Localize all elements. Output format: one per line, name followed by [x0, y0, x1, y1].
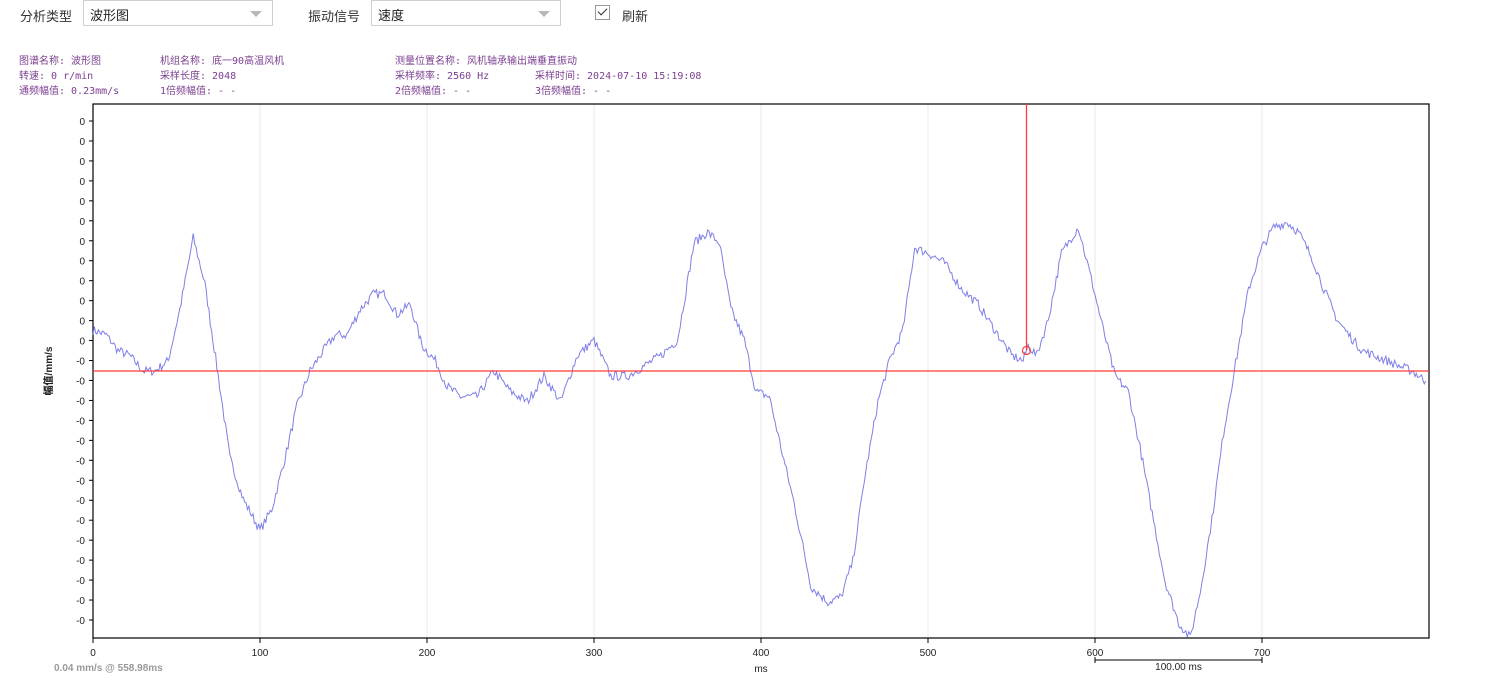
chevron-down-icon [250, 11, 262, 17]
info-1x: 1倍频幅值: - - [160, 86, 237, 97]
x-tick-label: 200 [419, 648, 436, 659]
info-point-name: 测量位置名称: 风机轴承输出端垂直振动 [395, 56, 578, 67]
y-tick-label: -0 [76, 396, 85, 407]
cursor-readout: 0.04 mm/s @ 558.98ms [54, 663, 163, 674]
series-layer [92, 222, 1427, 638]
x-tick-label: 400 [753, 648, 770, 659]
cursor-layer[interactable] [93, 104, 1429, 372]
refresh-label[interactable]: 刷新 [622, 9, 649, 24]
y-tick-label: 0 [79, 177, 85, 188]
info-overall: 通频幅值: 0.23mm/s [19, 86, 120, 97]
y-tick-label: -0 [76, 576, 85, 587]
x-tick-label: 300 [586, 648, 603, 659]
scale-bar [1094, 657, 1263, 663]
info-sample-time: 采样时间: 2024-07-10 15:19:08 [535, 71, 702, 82]
waveform-line [92, 222, 1427, 638]
y-tick-label: -0 [76, 536, 85, 547]
y-tick-label: 0 [79, 157, 85, 168]
y-tick-label: -0 [76, 596, 85, 607]
info-2x: 2倍频幅值: - - [395, 86, 472, 97]
y-tick-label: 0 [79, 257, 85, 268]
y-tick-label: 0 [79, 317, 85, 328]
y-tick-label: 0 [79, 117, 85, 128]
info-sample-length: 采样长度: 2048 [160, 71, 237, 82]
y-tick-label: 0 [79, 237, 85, 248]
y-tick-label: -0 [76, 416, 85, 427]
info-spectrum-name: 图谱名称: 波形图 [19, 56, 102, 67]
signal-select[interactable]: 速度 [371, 0, 561, 26]
refresh-checkbox[interactable] [595, 5, 610, 20]
y-tick-label: 0 [79, 277, 85, 288]
analysis-type-select[interactable]: 波形图 [83, 0, 273, 26]
y-axis-label: 幅值/mm/s [42, 346, 55, 395]
info-speed: 转速: 0 r/min [19, 71, 94, 82]
signal-value: 速度 [378, 8, 405, 23]
x-tick-label: 700 [1254, 648, 1271, 659]
x-tick-label: 500 [920, 648, 937, 659]
x-tick-label: 0 [90, 648, 96, 659]
y-tick-label: -0 [76, 357, 85, 368]
y-tick-label: -0 [76, 376, 85, 387]
info-sample-freq: 采样频率: 2560 Hz [395, 71, 490, 82]
analysis-type-label: 分析类型 [20, 9, 73, 24]
signal-label: 振动信号 [308, 9, 361, 24]
y-tick-label: -0 [76, 516, 85, 527]
y-tick-label: 0 [79, 337, 85, 348]
y-tick-label: -0 [76, 496, 85, 507]
info-unit-name: 机组名称: 底一90高温风机 [160, 56, 285, 67]
info-3x: 3倍频幅值: - - [535, 86, 612, 97]
y-tick-label: -0 [76, 556, 85, 567]
y-tick-label: 0 [79, 137, 85, 148]
cursor-marker[interactable] [1021, 345, 1032, 356]
x-axis-label: ms [754, 664, 767, 675]
toolbar: 分析类型 波形图 振动信号 速度 刷新 [0, 0, 1493, 30]
y-axis: 0 0 0 0 0 0 0 0 0 0 0 0 -0 -0 -0 -0 -0 -0 -0 -0 -0 -0 -0 -0 -0 -0 [76, 117, 93, 627]
chevron-down-icon [538, 11, 550, 17]
y-tick-label: -0 [76, 436, 85, 447]
scale-bar-label: 100.00 ms [1155, 662, 1202, 673]
y-tick-label: 0 [79, 217, 85, 228]
x-tick-label: 600 [1087, 648, 1104, 659]
y-tick-label: 0 [79, 297, 85, 308]
x-axis: 0 100 200 300 400 500 600 700 [90, 638, 1271, 659]
y-tick-label: 0 [79, 197, 85, 208]
y-tick-label: -0 [76, 476, 85, 487]
y-tick-label: -0 [76, 456, 85, 467]
x-tick-label: 100 [252, 648, 269, 659]
y-tick-label: -0 [76, 616, 85, 627]
analysis-type-value: 波形图 [90, 8, 130, 23]
